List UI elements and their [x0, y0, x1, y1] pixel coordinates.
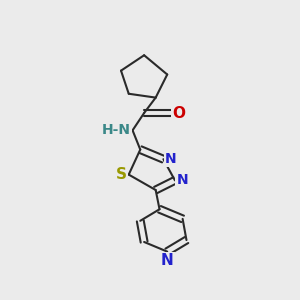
Text: H-N: H-N — [102, 123, 131, 137]
Text: S: S — [116, 167, 127, 182]
Text: O: O — [172, 106, 186, 121]
Text: N: N — [176, 173, 188, 188]
Text: N: N — [165, 152, 176, 166]
Text: N: N — [161, 253, 174, 268]
